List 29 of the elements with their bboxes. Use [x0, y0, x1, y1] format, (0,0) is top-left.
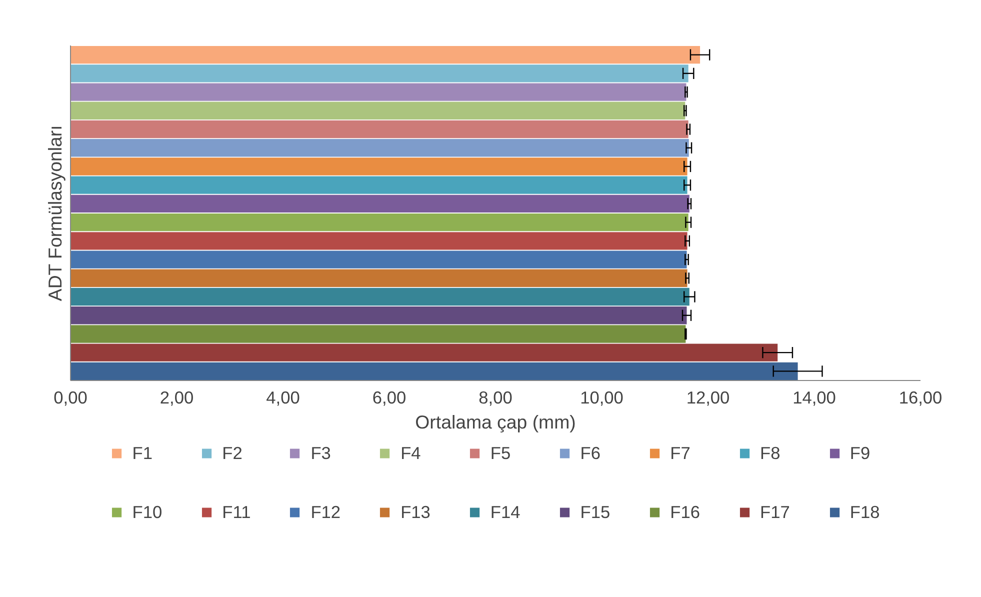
legend-label: F7 [670, 442, 690, 464]
legend-label: F18 [850, 502, 880, 522]
legend-label: F2 [222, 442, 242, 464]
y-axis-title: ADT Formülasyonları [44, 125, 66, 302]
x-axis-title: Ortalama çap (mm) [415, 412, 576, 432]
x-tick-label: 6,00 [372, 388, 406, 408]
x-tick-label: 0,00 [54, 388, 88, 408]
legend-label: F1 [132, 442, 153, 464]
legend-label: F11 [222, 502, 251, 522]
x-tick-label: 2,00 [160, 388, 194, 408]
x-tick-label: 14,00 [792, 388, 836, 408]
legend-label: F4 [400, 442, 421, 464]
legend-label: F13 [400, 502, 430, 522]
legend-label: F3 [310, 442, 331, 464]
legend-label: F15 [580, 502, 610, 522]
legend-label: F10 [132, 502, 162, 522]
legend-label: F12 [310, 502, 341, 522]
legend-label: F6 [580, 442, 601, 464]
legend-label: F14 [490, 502, 520, 522]
legend-label: F8 [760, 442, 780, 464]
legend-label: F16 [670, 502, 700, 522]
legend-label: F9 [850, 442, 870, 464]
x-tick-label: 4,00 [266, 388, 300, 408]
legend-label: F5 [490, 442, 511, 464]
x-tick-label: 8,00 [478, 388, 512, 408]
x-tick-label: 12,00 [686, 388, 730, 408]
x-tick-label: 10,00 [580, 388, 624, 408]
x-tick-label: 16,00 [898, 388, 942, 408]
legend-label: F17 [760, 502, 790, 522]
